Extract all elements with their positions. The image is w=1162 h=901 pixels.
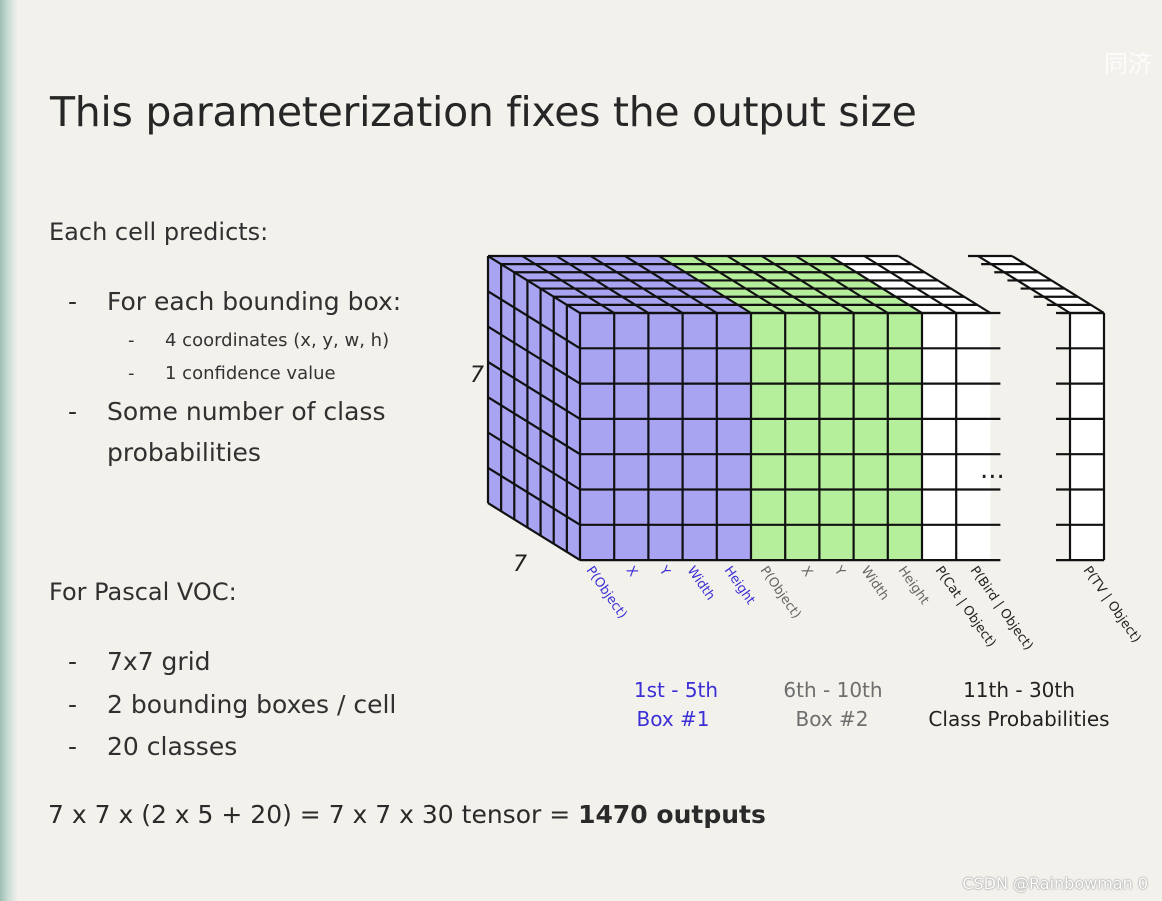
top-channel-line: [795, 255, 889, 314]
channel-label-box2-height: Height: [895, 564, 932, 608]
front-face-channel: [887, 313, 922, 561]
top-face-channel: [556, 256, 683, 313]
channel-label-bird: P(Bird | Object): [967, 564, 1036, 654]
front-face-channel: [580, 313, 615, 561]
side-row-line: [487, 502, 581, 562]
formula-plain: 7 x 7 x (2 x 5 + 20) = 7 x 7 x 30 tensor…: [48, 800, 579, 829]
depth-count-label: 7: [513, 552, 527, 577]
side-row-line: [487, 290, 581, 350]
voc-item-boxes: 2 bounding boxes / cell: [107, 690, 397, 719]
top-face-channel: [522, 256, 649, 313]
bullet-dash: -: [68, 690, 78, 719]
front-face-channel: [785, 313, 820, 561]
last-slice-top: [978, 256, 1104, 313]
group-box2-range: 6th - 10th: [783, 678, 882, 702]
channel-label-box1-width: Width: [684, 564, 718, 604]
top-channel-line: [829, 255, 923, 314]
top-face-channel: [693, 256, 820, 313]
top-face-channel: [795, 256, 922, 313]
channel-label-box2-x: X: [798, 564, 815, 580]
slide-left-edge: [0, 0, 18, 901]
side-row-line: [487, 360, 581, 420]
formula-bold: 1470 outputs: [578, 800, 766, 829]
last-slice-edge: [1011, 255, 1105, 314]
top-channel-line: [658, 255, 752, 314]
top-channel-line: [487, 255, 581, 314]
top-channel-line: [692, 255, 786, 314]
channel-label-box1-x: X: [623, 564, 640, 580]
each-cell-heading: Each cell predicts:: [49, 218, 269, 246]
front-face-channel: [819, 313, 854, 561]
slide-title: This parameterization fixes the output s…: [50, 88, 917, 136]
bullet-dash: -: [68, 397, 78, 426]
rows-count-label: 7: [470, 363, 484, 388]
side-row-line: [487, 396, 581, 456]
voc-item-grid: 7x7 grid: [107, 647, 211, 676]
bullet-dash: -: [68, 732, 78, 761]
side-row-line: [487, 466, 581, 526]
front-face-channel: [682, 313, 717, 561]
tensor-grid: [486, 254, 1106, 562]
top-face-channel: [727, 256, 854, 313]
ellipsis: ...: [980, 455, 1005, 485]
bullet-class-probabilities-line1: Some number of class: [107, 397, 386, 426]
front-face-channel: [716, 313, 751, 561]
channel-label-box1-y: Y: [655, 563, 672, 579]
bullet-dash: -: [68, 647, 78, 676]
front-face-channel: [922, 313, 957, 561]
top-face-channel: [624, 256, 751, 313]
channel-label-box2-y: Y: [830, 563, 847, 579]
sub-bullet-dash: -: [128, 330, 135, 351]
front-face-channel: [614, 313, 649, 561]
group-box1-name: Box #1: [636, 707, 709, 731]
top-face-channel: [761, 256, 888, 313]
output-formula: 7 x 7 x (2 x 5 + 20) = 7 x 7 x 30 tensor…: [48, 800, 766, 829]
group-classes-name: Class Probabilities: [928, 707, 1109, 731]
side-face: [488, 256, 580, 561]
top-channel-line: [761, 255, 855, 314]
front-face-channel: [648, 313, 683, 561]
sub-bullet-confidence: 1 confidence value: [165, 363, 336, 384]
bullet-dash: -: [68, 287, 78, 316]
top-channel-line: [726, 255, 820, 314]
sub-bullet-coordinates: 4 coordinates (x, y, w, h): [165, 330, 390, 351]
side-row-line: [487, 325, 581, 385]
top-channel-line: [863, 255, 957, 314]
top-channel-line: [590, 255, 684, 314]
last-slice-front: [1070, 313, 1104, 561]
group-box2-name: Box #2: [795, 707, 868, 731]
channel-label-box2-width: Width: [858, 564, 892, 604]
last-slice-edge: [977, 255, 1071, 314]
front-face-channel: [751, 313, 786, 561]
top-channel-line: [897, 255, 991, 314]
top-face-channel: [864, 256, 991, 313]
bullet-bounding-box: For each bounding box:: [107, 287, 402, 316]
front-face-channel: [956, 313, 991, 561]
channel-label-box2-pobject: P(Object): [757, 564, 804, 622]
top-channel-line: [521, 255, 615, 314]
top-face-channel: [830, 256, 957, 313]
sub-bullet-dash: -: [128, 363, 135, 384]
group-classes-range: 11th - 30th: [963, 678, 1075, 702]
top-channel-line: [555, 255, 649, 314]
voc-item-classes: 20 classes: [107, 732, 238, 761]
top-face-channel: [590, 256, 717, 313]
pascal-voc-heading: For Pascal VOC:: [49, 578, 237, 606]
watermark-top: 同济: [1104, 50, 1152, 78]
channel-label-box1-height: Height: [721, 564, 758, 608]
bullet-class-probabilities-line2: probabilities: [107, 438, 261, 467]
top-face-channel: [488, 256, 615, 313]
group-box1-range: 1st - 5th: [634, 678, 718, 702]
watermark-bottom: CSDN @Rainbowman 0: [962, 874, 1148, 893]
top-channel-line: [624, 255, 718, 314]
top-face-channel: [659, 256, 786, 313]
side-row-line: [487, 431, 581, 491]
channel-label-tv: P(TV | Object): [1080, 564, 1144, 646]
channel-label-box1-pobject: P(Object): [583, 564, 630, 622]
front-face-channel: [853, 313, 888, 561]
